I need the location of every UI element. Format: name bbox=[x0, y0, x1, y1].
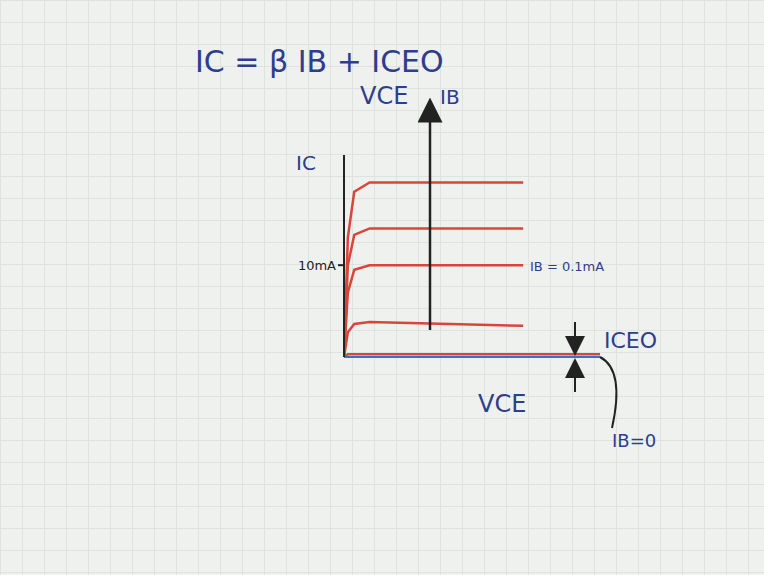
svg-text:10mA: 10mA bbox=[298, 258, 336, 273]
svg-text:IC: IC bbox=[296, 151, 316, 175]
svg-text:IB = 0.1mA: IB = 0.1mA bbox=[530, 259, 604, 274]
svg-text:IB: IB bbox=[440, 85, 460, 109]
svg-text:ICEO: ICEO bbox=[604, 328, 657, 353]
svg-text:VCE: VCE bbox=[478, 390, 526, 418]
svg-text:IB=0: IB=0 bbox=[612, 430, 656, 451]
svg-text:IC = β IB + ICEO: IC = β IB + ICEO bbox=[195, 44, 444, 79]
svg-text:VCE: VCE bbox=[360, 82, 408, 110]
